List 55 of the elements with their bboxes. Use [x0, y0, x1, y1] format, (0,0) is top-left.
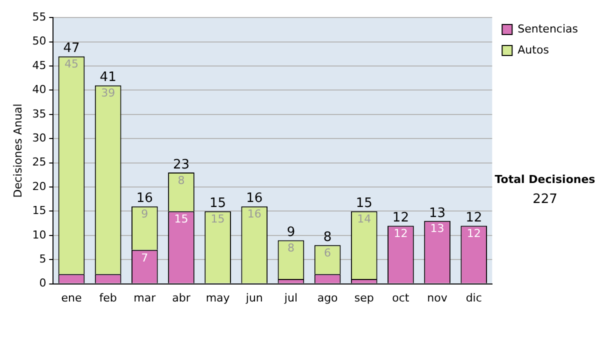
x-tick-label: sep — [354, 291, 374, 304]
x-tick-label: mar — [134, 291, 156, 304]
data-label: 15 — [174, 212, 188, 226]
data-label: 13 — [430, 222, 444, 236]
y-tick-label: 35 — [32, 107, 46, 120]
total-label: 13 — [429, 206, 446, 221]
data-label: 15 — [210, 212, 225, 226]
y-tick-label: 5 — [39, 252, 46, 266]
total-label: 9 — [286, 225, 296, 240]
total-label: 12 — [466, 210, 482, 226]
x-tick-label: ene — [61, 291, 82, 304]
data-label: 6 — [324, 246, 332, 260]
total-label: 41 — [100, 70, 116, 86]
data-label: 14 — [357, 212, 372, 226]
data-label: 7 — [141, 251, 148, 264]
data-label: 12 — [394, 227, 408, 240]
x-tick-label: jun — [244, 291, 263, 304]
legend-label: Sentencias — [518, 22, 578, 36]
y-tick-label: 10 — [32, 228, 46, 242]
data-label: 16 — [247, 208, 262, 221]
data-label: 8 — [287, 242, 294, 255]
y-tick-label: 50 — [32, 34, 46, 48]
data-label: 45 — [64, 58, 78, 71]
total-label: 15 — [210, 196, 226, 212]
total-label: 16 — [136, 191, 153, 206]
data-label: 9 — [141, 208, 148, 221]
total-label: 15 — [356, 196, 372, 212]
y-tick-label: 55 — [32, 10, 46, 24]
x-tick-label: abr — [172, 291, 191, 304]
data-label: 12 — [466, 227, 481, 240]
text: 227 — [532, 192, 558, 207]
data-label: 8 — [178, 174, 185, 187]
y-tick-label: 25 — [32, 156, 46, 169]
x-tick-label: jul — [283, 291, 298, 304]
total-label: 23 — [172, 157, 190, 172]
x-tick-label: feb — [99, 291, 117, 304]
x-tick-label: nov — [427, 291, 448, 304]
y-axis-title: Decisiones Anual — [11, 104, 24, 198]
total-label: 12 — [392, 210, 409, 226]
x-tick-label: oct — [392, 291, 410, 304]
text: Total Decisiones — [494, 173, 596, 186]
y-tick-label: 45 — [32, 58, 46, 72]
y-tick-label: 0 — [39, 276, 46, 290]
x-tick-label: may — [206, 291, 230, 304]
total-label: 8 — [323, 230, 332, 245]
y-tick-label: 40 — [32, 83, 46, 96]
data-label: 39 — [101, 86, 116, 100]
y-tick-label: 30 — [32, 131, 46, 144]
total-label: 47 — [63, 41, 80, 56]
total-label: 16 — [246, 191, 263, 206]
x-tick-label: ago — [317, 291, 338, 304]
y-tick-label: 15 — [32, 204, 46, 218]
legend-label: Autos — [518, 43, 550, 56]
y-tick-label: 20 — [32, 180, 46, 193]
x-tick-label: dic — [466, 291, 482, 304]
